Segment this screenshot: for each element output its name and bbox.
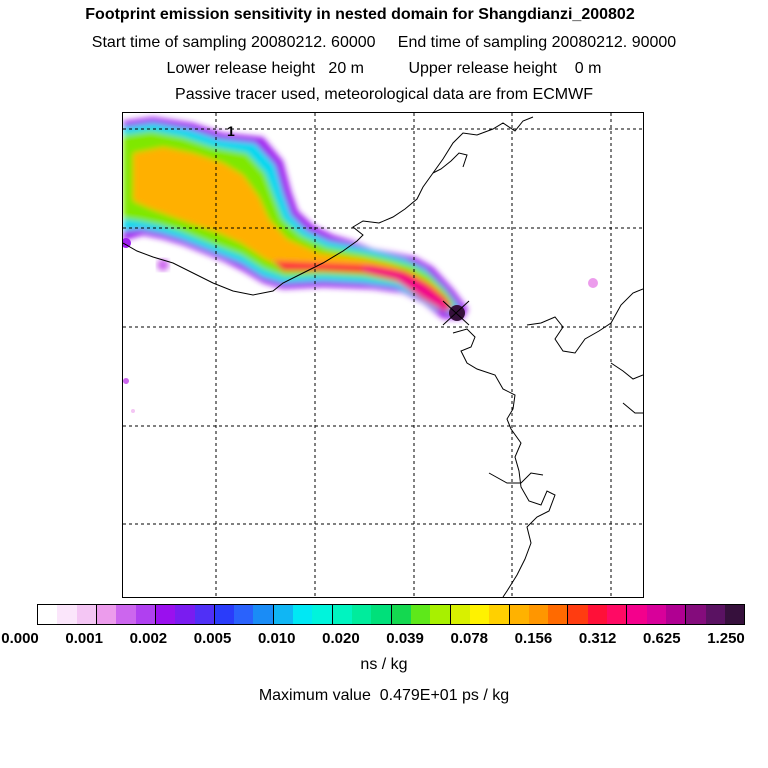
colorbar-swatch [489, 605, 510, 624]
colorbar-swatch [96, 605, 117, 624]
sampling-times: Start time of sampling 20080212. 60000 E… [91, 34, 677, 51]
colorbar-tick-label: 0.156 [514, 630, 553, 647]
plot-title: Footprint emission sensitivity in nested… [85, 6, 635, 23]
colorbar-swatch [450, 605, 470, 624]
colorbar-tick-label: 0.001 [65, 630, 103, 647]
colorbar-swatch [587, 605, 608, 624]
colorbar-swatch [234, 605, 254, 624]
colorbar-swatch [116, 605, 136, 624]
map-panel: 1 [122, 112, 644, 598]
colorbar-swatch [273, 605, 294, 624]
colorbar-tick-label: 0.312 [578, 630, 617, 647]
colorbar-swatch [469, 605, 490, 624]
colorbar-tick-label: 0.078 [450, 630, 489, 647]
colorbar-swatch [391, 605, 411, 624]
colorbar-swatch [371, 605, 392, 624]
colorbar-tick-label: 0.039 [386, 630, 424, 647]
colorbar-tick-label: 0.000 [1, 630, 39, 647]
colorbar [37, 604, 745, 625]
lat-lon-grid [123, 113, 643, 597]
colorbar-swatch [312, 605, 333, 624]
receptor-marker [442, 300, 470, 326]
colorbar-tick-label: 0.002 [129, 630, 168, 647]
colorbar-units: ns / kg [360, 656, 408, 673]
colorbar-swatch [528, 605, 549, 624]
colorbar-swatch [57, 605, 77, 624]
colorbar-swatch [194, 605, 215, 624]
footprint-plume [123, 117, 468, 319]
colorbar-swatch [430, 605, 451, 624]
colorbar-swatch [627, 605, 647, 624]
colorbar-swatch [548, 605, 569, 624]
coastlines [123, 116, 643, 597]
footprint-map: 1 [123, 113, 643, 597]
marker-label: 1 [227, 123, 235, 139]
colorbar-swatch [607, 605, 628, 624]
plume-specks [123, 238, 598, 413]
colorbar-swatch [509, 605, 529, 624]
tracer-info: Passive tracer used, meteorological data… [175, 86, 593, 103]
colorbar-tick-label: 0.005 [193, 630, 232, 647]
maximum-value: Maximum value 0.479E+01 ps / kg [258, 687, 510, 704]
colorbar-swatch [293, 605, 313, 624]
colorbar-swatch [410, 605, 431, 624]
colorbar-swatch [38, 605, 58, 624]
colorbar-tick-label: 0.625 [643, 630, 681, 647]
colorbar-tick-label: 1.250 [707, 630, 745, 647]
colorbar-swatch [253, 605, 274, 624]
colorbar-swatch [686, 605, 706, 624]
colorbar-swatch [666, 605, 687, 624]
colorbar-swatch [352, 605, 372, 624]
colorbar-tick-label: 0.010 [257, 630, 296, 647]
colorbar-swatch [568, 605, 588, 624]
colorbar-swatch [135, 605, 156, 624]
colorbar-swatch [646, 605, 666, 624]
colorbar-swatch [175, 605, 195, 624]
colorbar-swatch [214, 605, 235, 624]
colorbar-tick-label: 0.020 [322, 630, 360, 647]
colorbar-swatch [332, 605, 352, 624]
colorbar-swatch [705, 605, 725, 624]
release-heights: Lower release height 20 m Upper release … [166, 60, 602, 77]
colorbar-swatch [76, 605, 97, 624]
colorbar-swatch [724, 605, 745, 624]
colorbar-swatch [155, 605, 176, 624]
